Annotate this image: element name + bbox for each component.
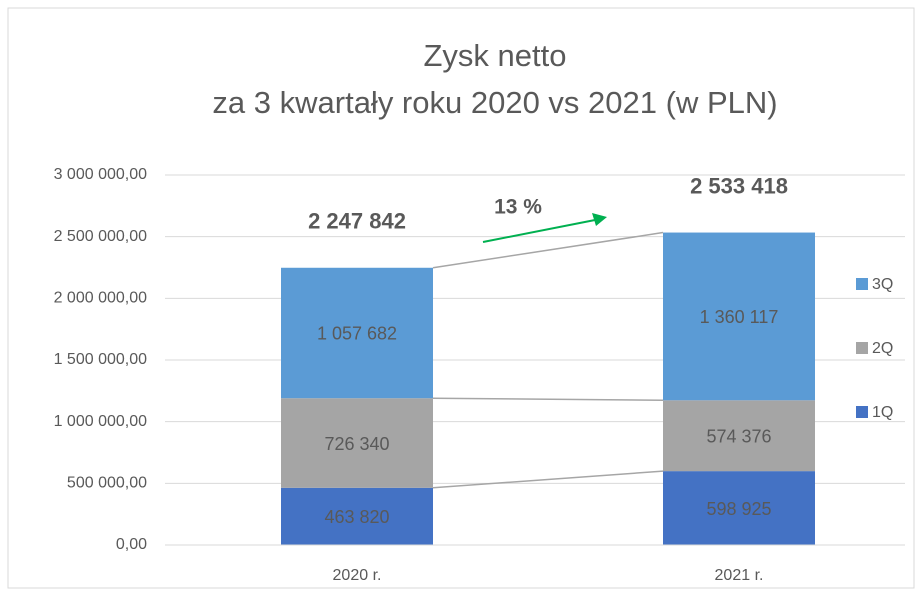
x-tick-label: 2021 r.	[715, 567, 764, 584]
bar-segment	[281, 398, 433, 488]
data-label: 1 360 117	[700, 307, 779, 327]
bar-segment	[663, 471, 815, 545]
chart-title: Zysk netto	[424, 38, 567, 73]
annotation-arrow	[482, 219, 596, 243]
connector-line	[432, 470, 664, 489]
data-label: 598 925	[706, 499, 771, 519]
arrow-head	[592, 213, 607, 226]
bar-segment	[281, 267, 433, 399]
legend-swatch	[856, 406, 868, 418]
legend-swatch	[856, 342, 868, 354]
bar-segment	[663, 232, 815, 401]
connector-line	[432, 397, 664, 402]
annotation: 13 %	[494, 196, 542, 219]
y-tick-label: 2 000 000,00	[54, 290, 148, 307]
x-tick-label: 2020 r.	[333, 567, 382, 584]
y-tick-label: 2 500 000,00	[54, 228, 148, 245]
legend-label: 2Q	[872, 340, 893, 357]
data-label: 574 376	[706, 426, 771, 446]
legend-label: 1Q	[872, 404, 893, 421]
y-tick-label: 1 000 000,00	[54, 413, 148, 430]
chart-subtitle: za 3 kwartały roku 2020 vs 2021 (w PLN)	[212, 85, 777, 120]
y-tick-label: 3 000 000,00	[54, 166, 148, 183]
connector-line	[432, 231, 664, 269]
legend-label: 3Q	[872, 276, 893, 293]
data-label: 463 820	[324, 507, 389, 527]
y-tick-label: 1 500 000,00	[54, 351, 148, 368]
total-label: 2 247 842	[308, 209, 406, 234]
total-label: 2 533 418	[690, 173, 788, 198]
y-tick-label: 500 000,00	[67, 475, 147, 492]
bar-segment	[663, 400, 815, 472]
legend-swatch	[856, 278, 868, 290]
data-label: 1 057 682	[317, 324, 397, 344]
bar-segment	[281, 487, 433, 545]
y-tick-label: 0,00	[116, 536, 147, 553]
data-label: 726 340	[324, 434, 389, 454]
